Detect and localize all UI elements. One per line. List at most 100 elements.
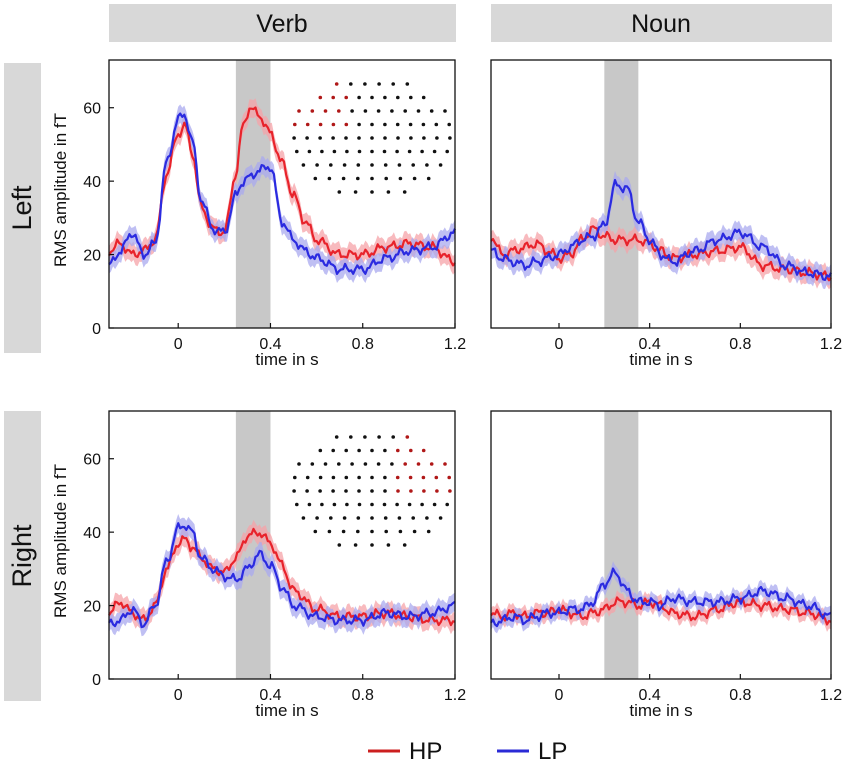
sensor-dot-83: [398, 176, 403, 181]
sensor-dot-76: [438, 516, 443, 520]
sensor-dot-6: [318, 448, 323, 453]
sensor-dot-0: [334, 82, 339, 86]
sensor-dot-17: [323, 462, 328, 466]
sensor-dot-52: [448, 489, 452, 493]
sensor-dot-51: [435, 489, 439, 493]
sensor-dot-21: [376, 109, 381, 113]
x-tick-label-noun-left-3: 1.2: [820, 336, 842, 353]
sensor-dot-66: [301, 516, 306, 520]
sensor-dot-70: [356, 163, 361, 167]
sensor-dot-90: [402, 190, 407, 194]
sensor-dot-85: [426, 176, 431, 181]
sensor-dot-3: [377, 435, 381, 439]
x-tick-label-verb-right-3: 1.2: [444, 687, 466, 704]
x-tick-label-verb-left-1: 0.4: [259, 336, 281, 353]
sensor-dot-7: [331, 448, 336, 453]
sensor-dot-76: [438, 163, 443, 167]
sensor-dot-33: [370, 122, 374, 127]
x-tick-label-verb-left-2: 0.8: [352, 336, 374, 353]
sensor-dot-9: [357, 95, 361, 100]
sensor-dot-12: [396, 95, 400, 100]
sensor-dot-34: [383, 122, 387, 127]
sensor-dot-59: [370, 149, 374, 154]
sensor-dot-63: [420, 502, 424, 507]
sensor-dot-53: [295, 149, 299, 154]
line-hp-noun-left: [490, 225, 832, 282]
sensor-dot-81: [370, 529, 374, 534]
sensor-dot-43: [331, 136, 335, 140]
y-tick-label-verb-left-3: 60: [83, 101, 101, 118]
y-tick-label-verb-left-1: 20: [83, 248, 101, 265]
axes-frame-verb-left: [108, 59, 456, 329]
y-axis-label-verb-left: RMS amplitude in fT: [51, 113, 70, 267]
sensor-dot-55: [320, 502, 324, 507]
sensor-dot-26: [443, 462, 447, 466]
sensor-dot-13: [409, 95, 413, 100]
sensor-dot-19: [350, 462, 354, 466]
sensor-dot-27: [293, 475, 297, 480]
sensor-dot-73: [397, 163, 402, 167]
sensor-dot-87: [353, 543, 358, 547]
sensor-dot-52: [448, 136, 452, 140]
sensor-dot-14: [421, 448, 426, 453]
sensor-dot-44: [344, 489, 348, 493]
sensor-dot-87: [353, 190, 358, 194]
y-tick-label-verb-right-3: 60: [83, 452, 101, 469]
sensor-dot-36: [408, 475, 413, 480]
band-lp-noun-left: [491, 170, 831, 290]
sensor-dot-0: [334, 435, 339, 439]
sensor-dot-84: [412, 529, 417, 534]
x-tick-label-verb-left-0: 0: [174, 336, 183, 353]
line-hp-verb-right: [108, 527, 456, 627]
line-hp-verb-left: [108, 106, 456, 267]
x-axis-label-noun-right: time in s: [629, 701, 692, 720]
sensor-dot-75: [425, 163, 429, 167]
sensor-dot-38: [434, 122, 439, 127]
sensor-dot-73: [397, 516, 402, 520]
sensor-dot-63: [420, 149, 424, 154]
x-tick-label-verb-right-2: 0.8: [352, 687, 374, 704]
sensor-dot-75: [425, 516, 429, 520]
sensor-dot-74: [411, 516, 416, 520]
sensor-dot-64: [432, 149, 437, 154]
sensor-dot-1: [349, 82, 353, 86]
sensor-dot-33: [370, 475, 374, 480]
sensor-dot-82: [384, 529, 389, 534]
header-noun-bg: [491, 4, 832, 42]
sensor-dot-88: [370, 543, 374, 547]
sensor-dot-42: [318, 136, 322, 140]
sensor-dot-89: [386, 190, 391, 194]
x-tick-label-verb-right-0: 0: [174, 687, 183, 704]
sensor-dot-5: [405, 435, 410, 439]
sensor-dot-64: [432, 502, 437, 507]
sensor-dot-28: [305, 122, 310, 127]
sensor-dot-79: [341, 176, 346, 181]
row-left-label: Left: [7, 185, 37, 231]
sensor-dot-22: [390, 109, 394, 113]
sensor-dot-79: [341, 529, 346, 534]
y-tick-label-verb-left-2: 40: [83, 174, 101, 191]
sensor-dot-72: [383, 516, 388, 520]
row-right-label: Right: [7, 524, 37, 588]
y-tick-label-verb-left-0: 0: [92, 321, 101, 338]
sensor-dot-49: [409, 489, 413, 493]
sensor-dot-17: [323, 109, 328, 113]
axes-frame-noun-left: [490, 59, 832, 329]
x-axis-label-noun-left: time in s: [629, 350, 692, 369]
header-verb-bg: [109, 4, 456, 42]
sensor-dot-4: [391, 82, 396, 86]
sensor-dot-62: [407, 502, 412, 507]
x-tick-label-noun-left-2: 0.8: [729, 336, 751, 353]
sensor-dot-46: [370, 136, 374, 140]
sensor-dot-23: [403, 462, 408, 466]
x-tick-label-noun-left-0: 0: [555, 336, 564, 353]
sensor-dot-21: [376, 462, 381, 466]
sensor-dot-1: [349, 435, 353, 439]
sensor-dot-55: [320, 149, 324, 154]
sensor-dot-19: [350, 109, 354, 113]
line-lp-verb-left: [108, 112, 456, 275]
sensor-dot-81: [370, 176, 374, 181]
sensor-dot-46: [370, 489, 374, 493]
sensor-dot-7: [331, 95, 336, 100]
sensor-dot-84: [412, 176, 417, 181]
